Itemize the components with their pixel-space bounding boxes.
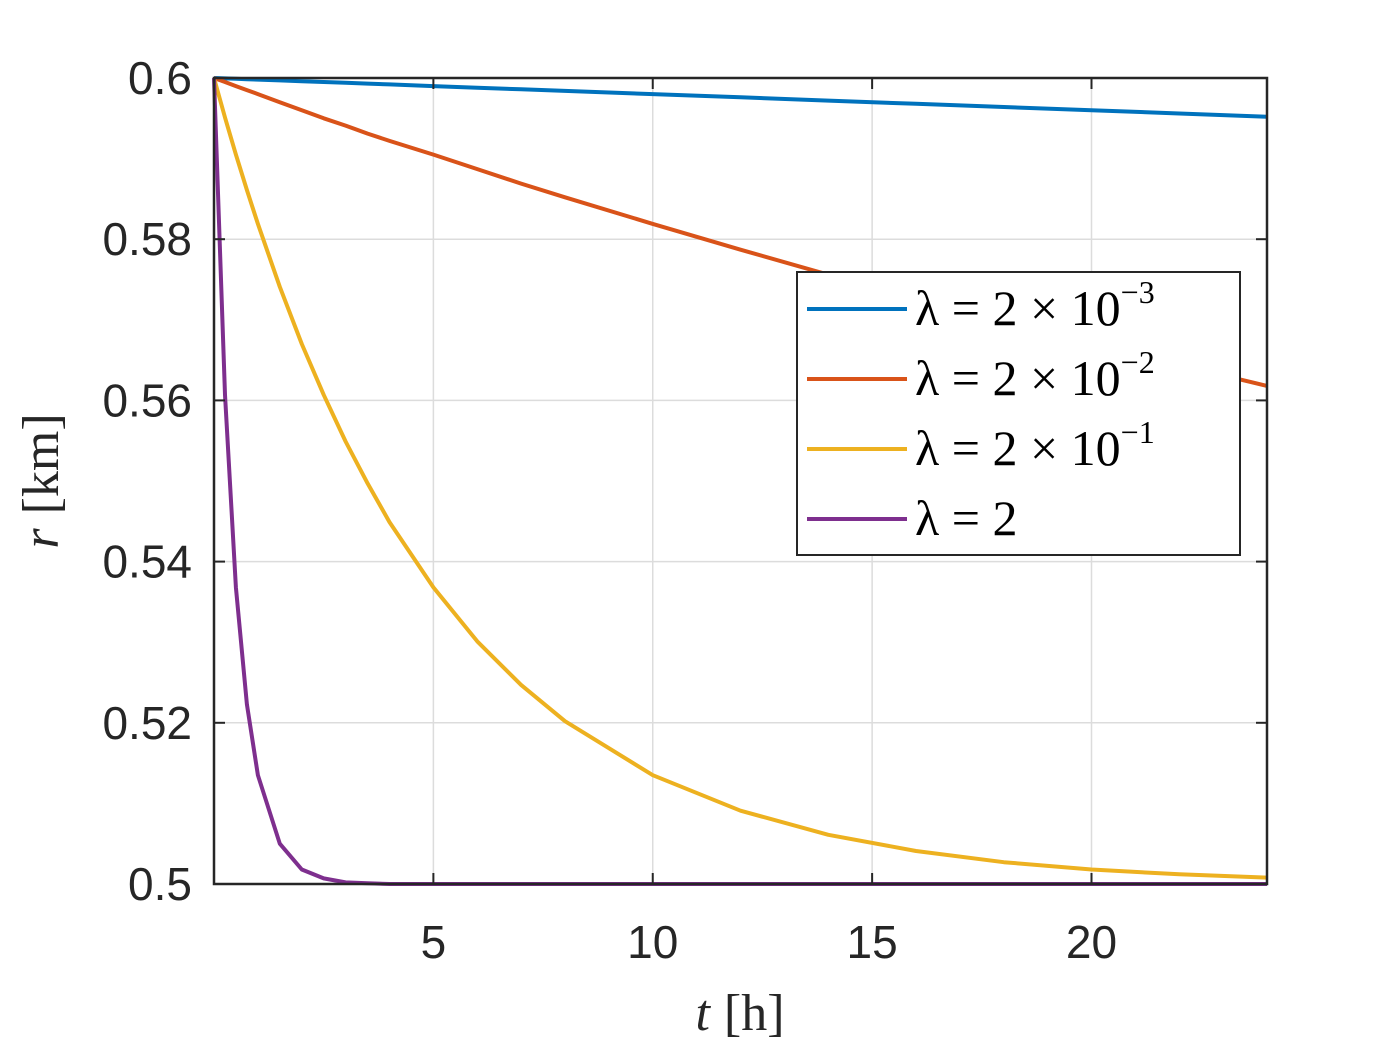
plot-frame: [212, 76, 1269, 886]
y-tick-label: 0.5: [128, 858, 192, 910]
y-tick-label: 0.54: [102, 536, 192, 588]
y-tick-labels: 0.5 0.52 0.54 0.56 0.58 0.6: [102, 52, 192, 910]
x-tick-label: 15: [847, 916, 898, 968]
x-axis-label: t [h]: [695, 985, 784, 1042]
legend: λ = 2 × 10−3 λ = 2 × 10−2 λ = 2 × 10−1 λ = …: [796, 271, 1241, 556]
legend-label-3: λ = 2 × 10−1: [915, 414, 1155, 476]
y-axis-unit: [km]: [13, 413, 70, 514]
x-axis-var: t: [695, 985, 711, 1042]
x-tick-label: 10: [627, 916, 678, 968]
x-axis-unit: [h]: [724, 985, 785, 1042]
x-tick-label: 20: [1066, 916, 1117, 968]
legend-label-1: λ = 2 × 10−3: [915, 274, 1155, 336]
legend-label-2: λ = 2 × 10−2: [915, 344, 1155, 406]
axis-ticks: [214, 77, 1267, 885]
series-line-3: [212, 77, 1268, 880]
y-axis-label: r [km]: [13, 413, 70, 548]
y-tick-label: 0.56: [102, 374, 192, 426]
y-tick-label: 0.6: [128, 52, 192, 104]
y-tick-label: 0.58: [102, 213, 192, 265]
legend-label-4: λ = 2: [915, 490, 1017, 546]
legend-box: [796, 271, 1241, 556]
x-tick-label: 5: [421, 916, 447, 968]
x-tick-labels: 5 10 15 20: [421, 916, 1118, 968]
y-axis-var: r: [13, 528, 70, 549]
y-tick-label: 0.52: [102, 697, 192, 749]
